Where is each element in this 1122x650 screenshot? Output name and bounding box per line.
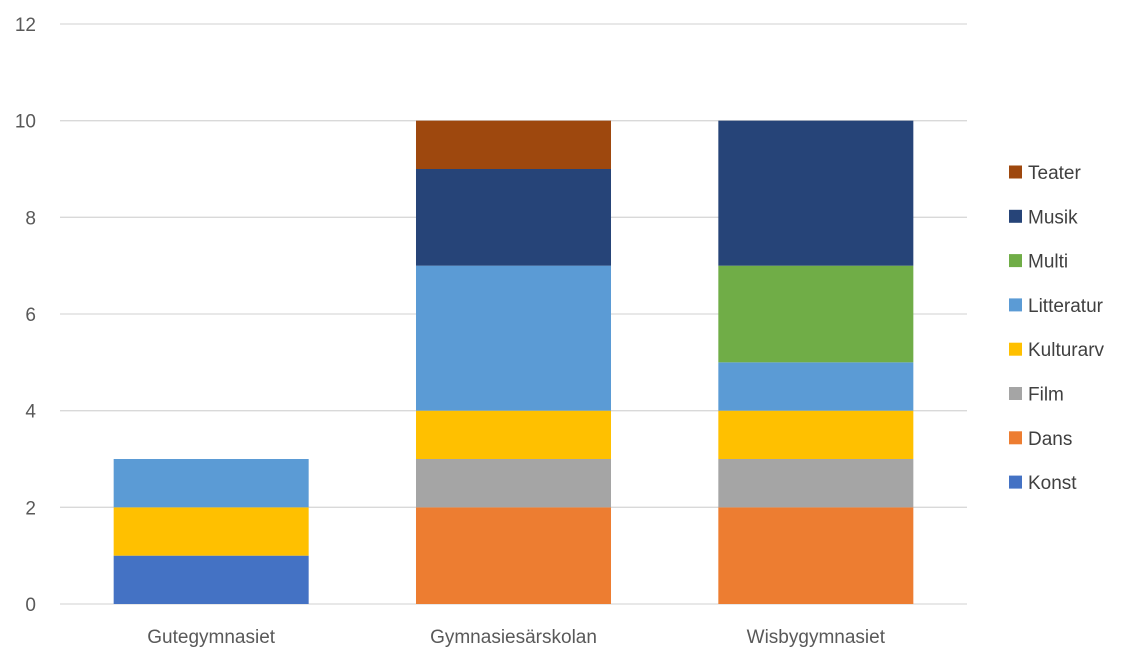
bar-segment-litteratur	[718, 362, 914, 411]
y-tick-label: 0	[25, 595, 36, 616]
legend-label: Konst	[1028, 473, 1077, 494]
bar-segment-kulturarv	[718, 410, 914, 459]
legend-item-litteratur: Litteratur	[1009, 296, 1104, 317]
y-tick-label: 8	[25, 208, 36, 229]
legend-swatch	[1009, 298, 1022, 312]
legend-item-teater: Teater	[1009, 163, 1081, 184]
legend-item-dans: Dans	[1009, 429, 1072, 450]
legend-item-kulturarv: Kulturarv	[1009, 340, 1105, 361]
bar-segment-dans	[718, 507, 914, 604]
bar-segment-musik	[718, 120, 914, 266]
legend-label: Teater	[1028, 163, 1081, 184]
legend-label: Film	[1028, 385, 1064, 406]
bar-segment-film	[718, 459, 914, 508]
bar-segment-litteratur	[415, 265, 612, 411]
legend-label: Multi	[1028, 252, 1068, 273]
x-category-label: Wisbygymnasiet	[747, 627, 886, 648]
legend-item-film: Film	[1009, 385, 1064, 406]
legend-label: Kulturarv	[1028, 340, 1105, 361]
y-tick-label: 4	[25, 402, 36, 423]
y-tick-label: 12	[15, 15, 36, 36]
legend-swatch	[1009, 254, 1022, 268]
bar-segment-litteratur	[113, 459, 309, 508]
y-tick-label: 2	[25, 498, 36, 519]
x-category-label: Gutegymnasiet	[147, 627, 276, 648]
legend-item-konst: Konst	[1009, 473, 1077, 494]
legend-item-multi: Multi	[1009, 252, 1068, 273]
legend-item-musik: Musik	[1009, 207, 1078, 228]
legend-swatch	[1009, 475, 1022, 489]
y-tick-label: 6	[25, 305, 36, 326]
legend-swatch	[1009, 431, 1022, 445]
bar-segment-teater	[415, 120, 612, 169]
legend-label: Dans	[1028, 429, 1072, 450]
bar-segment-multi	[718, 265, 914, 363]
legend-swatch	[1009, 342, 1022, 356]
legend-swatch	[1009, 387, 1022, 400]
legend-label: Musik	[1028, 207, 1078, 228]
bar-segment-konst	[113, 555, 309, 604]
legend-swatch	[1009, 165, 1022, 179]
bar-segment-kulturarv	[415, 410, 612, 459]
x-category-label: Gymnasiesärskolan	[430, 627, 597, 648]
bar-segment-film	[415, 459, 612, 508]
bar-segment-kulturarv	[113, 507, 309, 556]
bar-segment-musik	[415, 169, 612, 266]
legend-label: Litteratur	[1028, 296, 1104, 317]
legend-swatch	[1009, 209, 1022, 223]
y-tick-label: 10	[15, 112, 36, 133]
bar-segment-dans	[415, 507, 612, 604]
